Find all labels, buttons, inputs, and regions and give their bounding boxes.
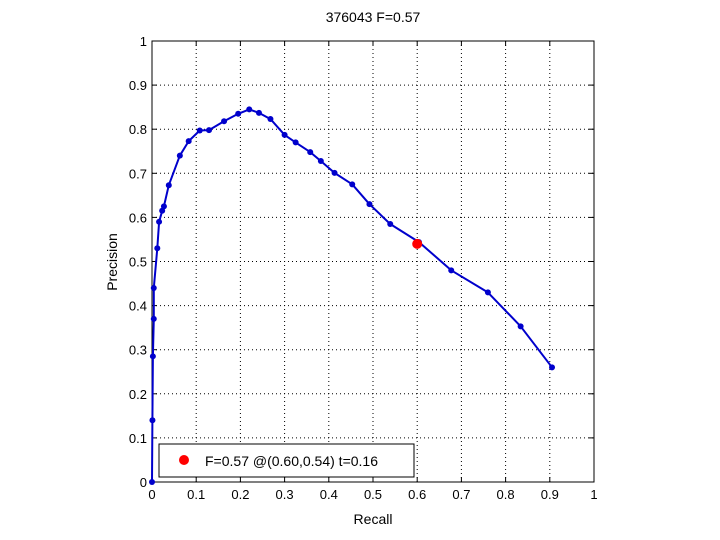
x-tick-label: 0.2 [231,487,249,502]
x-tick-label: 0.8 [497,487,515,502]
data-point [448,267,455,274]
legend-label: F=0.57 @(0.60,0.54) t=0.16 [205,453,378,469]
data-point [149,353,156,360]
x-tick-label: 0 [148,487,155,502]
data-point [206,127,213,134]
y-tick-label: 0.3 [129,343,147,358]
legend: F=0.57 @(0.60,0.54) t=0.16 [158,443,415,478]
data-point [255,109,262,116]
legend-marker [179,455,189,465]
grid-layer [152,41,594,482]
data-point [387,221,394,228]
data-point [160,203,167,210]
y-tick-label: 0.7 [129,166,147,181]
x-tick-label: 0.1 [187,487,205,502]
x-tick-label: 1 [590,487,597,502]
y-tick-label: 1 [140,34,147,49]
data-point [221,118,228,125]
data-point [549,364,556,371]
data-point [366,201,373,208]
legend-box [158,443,415,478]
data-point [176,152,183,159]
y-tick-label: 0.4 [129,299,147,314]
best-f-point [412,238,423,249]
y-tick-label: 0.5 [129,255,147,270]
data-point [246,106,253,113]
data-point [185,138,192,145]
tick-layer: 0 0.1 0.2 0.3 0.4 0.5 0.6 0.7 0.8 0.9 1 0 0.1 0.2 0.3 0… [129,34,598,502]
data-point [517,323,524,330]
x-tick-label: 0.5 [364,487,382,502]
data-point [154,245,161,252]
x-tick-label: 0.7 [452,487,470,502]
x-tick-label: 0.6 [408,487,426,502]
data-point [317,157,324,164]
chart-title: 376043 F=0.57 [326,9,421,25]
data-point [307,149,314,156]
y-axis-label: Precision [104,233,120,291]
x-tick-label: 0.3 [276,487,294,502]
data-point [149,479,155,485]
x-tick-label: 0.4 [320,487,338,502]
y-tick-label: 0.9 [129,78,147,93]
data-point [196,127,203,134]
y-tick-label: 0.1 [129,431,147,446]
y-tick-label: 0.6 [129,210,147,225]
data-point [235,110,242,117]
data-point [150,315,157,322]
data-point [156,218,163,225]
data-point [150,284,157,291]
y-tick-label: 0.2 [129,387,147,402]
data-point [165,182,172,189]
data-point [149,417,156,424]
data-point [267,116,274,123]
data-point [292,139,299,146]
data-point [331,169,338,176]
data-point [349,181,356,188]
data-point [484,289,491,296]
series-layer [149,106,556,485]
data-point [281,131,288,138]
y-tick-label: 0 [140,475,147,490]
series-line [151,108,553,483]
x-axis-label: Recall [354,511,393,527]
y-tick-label: 0.8 [129,122,147,137]
x-tick-label: 0.9 [541,487,559,502]
